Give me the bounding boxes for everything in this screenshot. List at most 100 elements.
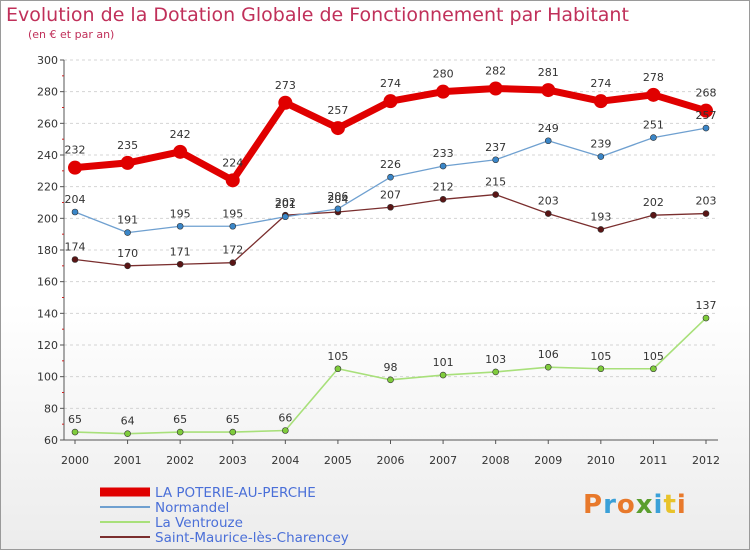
- y-tick-label: 100: [37, 371, 58, 384]
- data-label: 273: [275, 79, 296, 92]
- data-label: 274: [590, 77, 611, 90]
- series-point-0: [593, 94, 608, 109]
- series-point-1: [492, 156, 499, 164]
- data-label: 137: [696, 299, 717, 312]
- x-tick-label: 2012: [692, 454, 720, 467]
- data-label: 202: [275, 196, 296, 209]
- data-label: 203: [696, 195, 717, 208]
- y-tick-label: 120: [37, 339, 58, 352]
- data-label: 226: [380, 158, 401, 171]
- series-point-2: [71, 428, 79, 436]
- legend-label: Normandel: [155, 500, 229, 516]
- series-point-2: [650, 365, 657, 373]
- chart-title: Evolution de la Dotation Globale de Fonc…: [6, 4, 629, 26]
- series-point-1: [124, 229, 131, 236]
- y-tick-label: 80: [44, 402, 58, 415]
- proxiti-logo: Proxiti: [583, 490, 687, 520]
- series-point-1: [229, 222, 237, 230]
- data-label: 195: [170, 207, 191, 220]
- series-point-3: [176, 260, 184, 268]
- logo-letter: o: [616, 490, 636, 520]
- data-label: 239: [590, 138, 611, 151]
- x-tick-label: 2003: [219, 454, 247, 467]
- data-label: 257: [327, 104, 348, 117]
- series-point-2: [387, 376, 394, 384]
- data-label: 195: [222, 207, 243, 220]
- data-label: 170: [117, 247, 138, 260]
- series-point-2: [492, 368, 499, 376]
- series-point-0: [330, 121, 345, 136]
- series-point-2: [597, 365, 605, 373]
- data-label: 206: [327, 190, 348, 203]
- y-tick-label: 260: [37, 117, 58, 130]
- data-label: 103: [485, 353, 506, 366]
- data-label: 193: [590, 210, 611, 223]
- data-label: 280: [433, 68, 454, 81]
- data-label: 204: [327, 193, 348, 206]
- data-label: 282: [485, 65, 506, 78]
- series-point-1: [334, 205, 342, 213]
- y-tick-label: 220: [37, 181, 58, 194]
- data-label: 105: [590, 350, 611, 363]
- data-label: 171: [170, 245, 191, 258]
- series-point-0: [68, 160, 82, 175]
- series-point-3: [492, 191, 499, 198]
- y-tick-label: 280: [37, 86, 58, 99]
- series-point-1: [282, 213, 289, 221]
- y-tick-label: 300: [37, 54, 58, 67]
- data-label: 65: [226, 413, 240, 426]
- data-label: 64: [121, 415, 135, 428]
- series-point-2: [282, 427, 289, 434]
- data-label: 274: [380, 77, 401, 90]
- y-tick-label: 160: [37, 276, 58, 289]
- logo-letter: x: [635, 490, 654, 520]
- series-point-0: [383, 94, 398, 109]
- series-point-0: [436, 84, 451, 99]
- data-label: 207: [380, 188, 401, 201]
- series-point-0: [173, 144, 188, 159]
- y-tick-label: 140: [37, 307, 58, 320]
- x-tick-label: 2008: [482, 454, 510, 467]
- data-label: 237: [485, 141, 506, 154]
- legend-label: Saint-Maurice-lès-Charencey: [155, 530, 349, 546]
- x-tick-label: 2011: [639, 454, 667, 467]
- series-point-2: [439, 371, 447, 379]
- data-label: 278: [643, 71, 664, 84]
- data-label: 203: [538, 195, 559, 208]
- series-point-2: [544, 363, 552, 371]
- x-tick-label: 2005: [324, 454, 352, 467]
- data-label: 98: [384, 361, 398, 374]
- data-label: 106: [538, 348, 559, 361]
- legend-label: La Ventrouze: [155, 515, 243, 531]
- data-label: 233: [433, 147, 454, 160]
- series-point-3: [71, 256, 79, 263]
- series-point-2: [334, 365, 342, 373]
- series-point-1: [387, 173, 394, 181]
- chart-subtitle: (en € et par an): [28, 28, 115, 41]
- series-point-0: [646, 87, 661, 102]
- series-point-3: [650, 211, 657, 219]
- data-label: 257: [696, 109, 717, 122]
- data-label: 268: [696, 87, 717, 100]
- data-label: 101: [433, 356, 454, 369]
- series-point-1: [544, 137, 552, 145]
- series-point-0: [225, 173, 240, 188]
- data-label: 204: [65, 193, 86, 206]
- data-label: 249: [538, 122, 559, 135]
- data-label: 215: [485, 176, 506, 189]
- series-line-2: [74, 317, 707, 435]
- series-point-0: [120, 155, 135, 170]
- data-label: 224: [222, 156, 243, 169]
- data-label: 65: [173, 413, 187, 426]
- series-point-2: [229, 428, 237, 436]
- x-tick-label: 2009: [534, 454, 562, 467]
- series-point-2: [124, 430, 131, 437]
- series-point-0: [541, 83, 556, 98]
- data-label: 251: [643, 119, 664, 132]
- series-point-1: [702, 124, 710, 132]
- data-label: 242: [170, 128, 191, 141]
- logo-letter: P: [583, 490, 604, 520]
- x-tick-label: 2006: [377, 454, 405, 467]
- series-point-0: [699, 103, 713, 118]
- series-point-1: [176, 222, 184, 230]
